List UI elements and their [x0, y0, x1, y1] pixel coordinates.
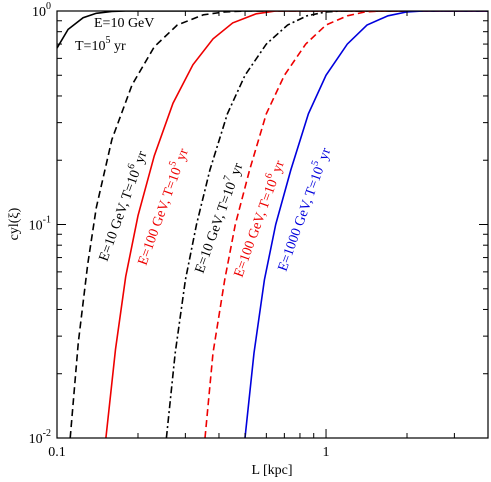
y-tick-label: 10-1	[29, 215, 51, 234]
curve-e1000-t1e5	[244, 11, 488, 438]
y-axis-label: cyl(ξ)	[7, 207, 22, 240]
x-tick-label: 0.1	[48, 445, 66, 460]
curve-e100-t1e5	[105, 11, 488, 438]
curve-label-e10-t1e5-line2: T=105 yr	[75, 35, 126, 54]
axes-layer: 0.1 1 10-2 10-1 100	[29, 1, 489, 460]
x-tick-label: 1	[323, 445, 330, 460]
y-tick-label: 10-2	[29, 428, 51, 447]
y-tick-label: 100	[32, 1, 51, 20]
x-axis-label: L [kpc]	[251, 463, 292, 478]
curve-e10-t1e6	[69, 11, 488, 438]
curve-e100-t1e6	[204, 11, 488, 438]
curve-e10-t1e5	[57, 11, 488, 49]
curve-label-e10-t1e5-line1: E=10 GeV	[94, 16, 154, 31]
